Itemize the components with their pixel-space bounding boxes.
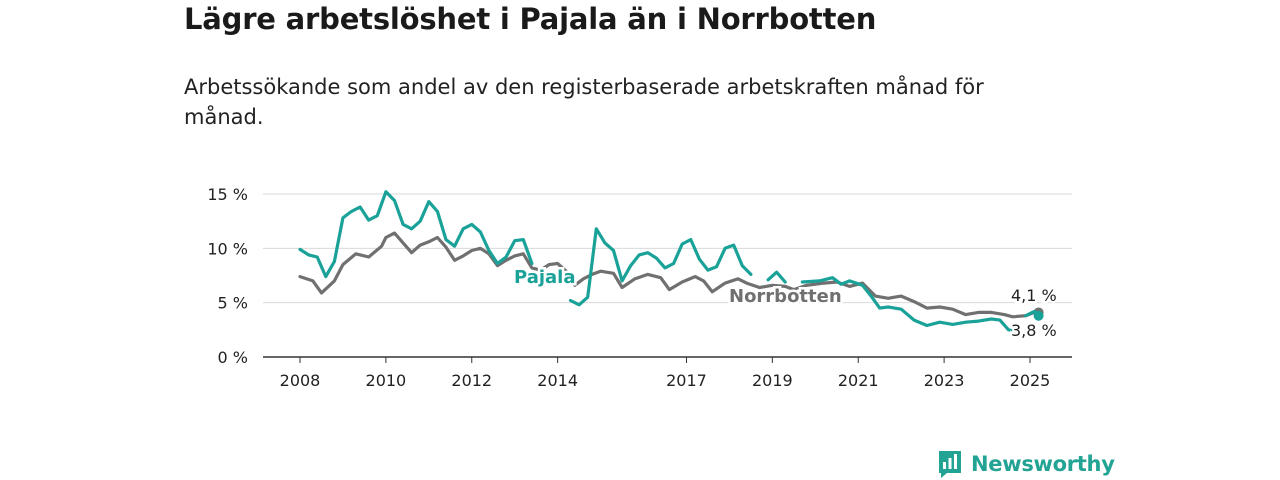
x-axis: 2008 2010 2012 2014 2017 2019 2021 2023 2025 (263, 356, 1072, 390)
newsworthy-logo-text: Newsworthy (971, 452, 1115, 476)
newsworthy-logo: Newsworthy (937, 448, 1115, 480)
grid-lines (263, 193, 1072, 304)
series-line-norrbotten (298, 231, 1041, 319)
y-tick-label: 10 % (207, 239, 248, 258)
x-tick-label: 2010 (366, 371, 407, 390)
x-tick-label: 2021 (838, 371, 879, 390)
series-line-pajala (298, 190, 1041, 333)
chart-title: Lägre arbetslöshet i Pajala än i Norrbot… (184, 2, 877, 36)
y-tick-label: 5 % (218, 294, 248, 313)
y-tick-label: 15 % (207, 185, 248, 204)
series-label-norrbotten: Norrbotten (729, 286, 842, 307)
y-tick-label: 0 % (218, 348, 248, 367)
end-value-norrbotten: 4,1 % (1011, 286, 1057, 305)
y-axis-ticks: 0 % 5 % 10 % 15 % (207, 185, 248, 367)
end-value-pajala: 3,8 % (1011, 321, 1057, 340)
series-label-pajala: Pajala (514, 267, 576, 288)
x-tick-label: 2012 (451, 371, 492, 390)
series-labels: Pajala Norrbotten 4,1 % 3,8 % (512, 265, 1059, 343)
x-tick-label: 2025 (1010, 371, 1051, 390)
x-tick-label: 2008 (280, 371, 321, 390)
x-tick-label: 2019 (752, 371, 793, 390)
x-tick-label: 2023 (924, 371, 965, 390)
chart-subtitle: Arbetssökande som andel av den registerb… (184, 75, 984, 129)
x-tick-label: 2017 (666, 371, 707, 390)
x-tick-label: 2014 (537, 371, 578, 390)
series-lines (298, 190, 1044, 333)
newsworthy-logo-icon (939, 451, 961, 478)
end-point-pajala (1033, 310, 1044, 321)
